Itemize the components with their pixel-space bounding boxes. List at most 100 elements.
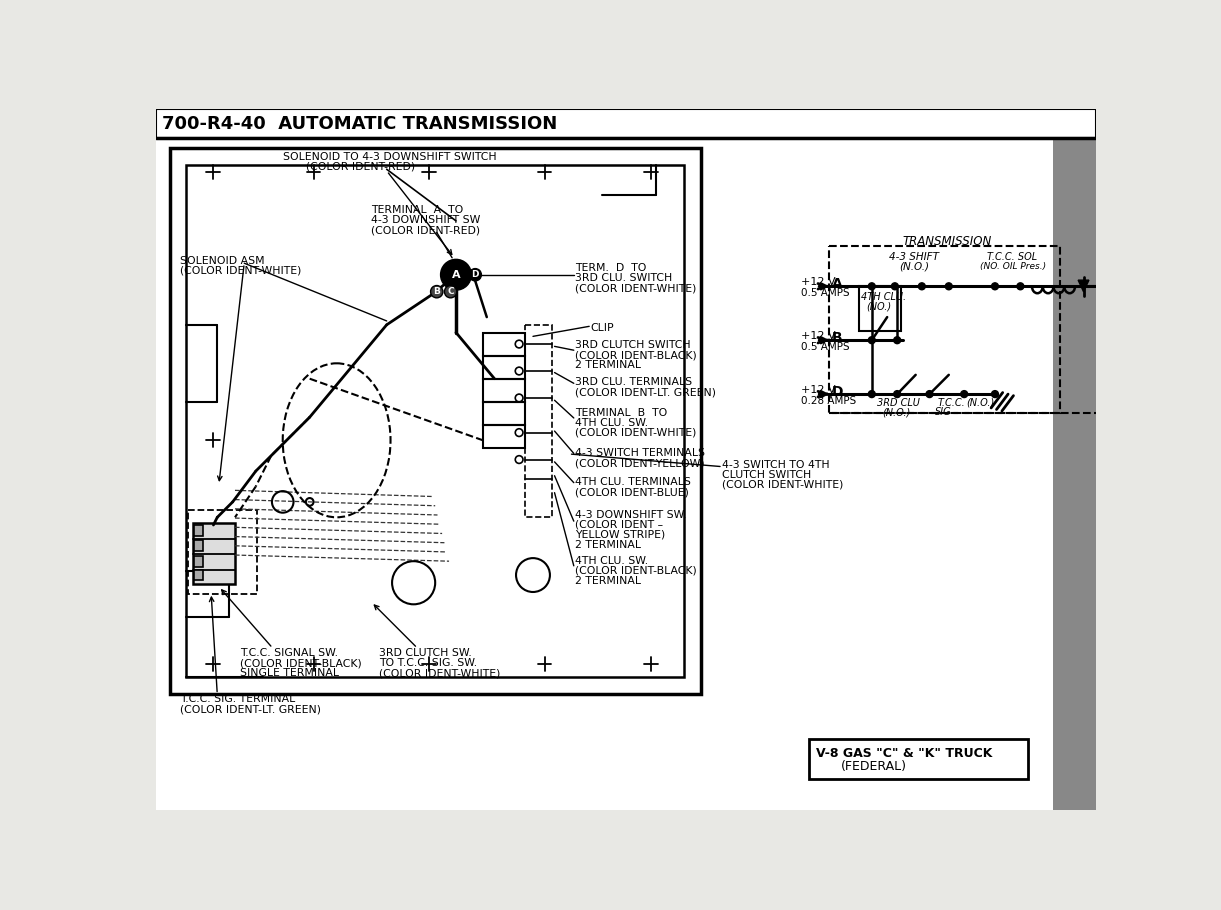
Circle shape xyxy=(868,390,875,398)
Text: 3RD CLU. TERMINALS: 3RD CLU. TERMINALS xyxy=(575,377,692,387)
Circle shape xyxy=(894,337,901,344)
Text: 3RD CLU: 3RD CLU xyxy=(877,398,921,408)
Text: 3RD CLU. SWITCH: 3RD CLU. SWITCH xyxy=(575,273,673,283)
Text: 700-R4-40  AUTOMATIC TRANSMISSION: 700-R4-40 AUTOMATIC TRANSMISSION xyxy=(162,115,557,133)
Text: 3RD CLUTCH SW.: 3RD CLUTCH SW. xyxy=(379,648,471,658)
Text: 4-3 SHIFT: 4-3 SHIFT xyxy=(889,252,939,262)
Circle shape xyxy=(894,390,901,398)
Text: TO T.C.C. SIG. SW.: TO T.C.C. SIG. SW. xyxy=(379,658,477,668)
Bar xyxy=(194,541,204,551)
Circle shape xyxy=(945,283,952,289)
Circle shape xyxy=(961,390,968,398)
Text: (N.O.): (N.O.) xyxy=(899,262,929,272)
Text: 4TH CLU.: 4TH CLU. xyxy=(861,292,906,302)
Text: (COLOR IDENT-WHITE): (COLOR IDENT-WHITE) xyxy=(722,480,842,490)
Text: B: B xyxy=(832,331,842,345)
Text: 2 TERMINAL: 2 TERMINAL xyxy=(575,360,641,370)
Text: T.C.C. SIG. TERMINAL: T.C.C. SIG. TERMINAL xyxy=(181,694,295,704)
Text: +12 V: +12 V xyxy=(801,385,835,395)
Circle shape xyxy=(469,268,481,281)
Text: 0.5 AMPS: 0.5 AMPS xyxy=(801,342,850,352)
Bar xyxy=(194,556,204,567)
Bar xyxy=(484,402,525,425)
Text: (COLOR IDENT-WHITE): (COLOR IDENT-WHITE) xyxy=(575,283,697,293)
Circle shape xyxy=(918,283,926,289)
Bar xyxy=(484,332,525,356)
Text: 4-3 DOWNSHIFT SW.: 4-3 DOWNSHIFT SW. xyxy=(575,510,687,520)
Text: (N.O.): (N.O.) xyxy=(967,398,995,408)
Circle shape xyxy=(868,337,875,344)
Text: SIG: SIG xyxy=(935,407,951,417)
Text: 4-3 DOWNSHIFT SW: 4-3 DOWNSHIFT SW xyxy=(371,216,481,226)
Text: (COLOR IDENT-WHITE): (COLOR IDENT-WHITE) xyxy=(181,266,302,276)
Text: (NO.): (NO.) xyxy=(867,302,891,312)
Text: 0.28 AMPS: 0.28 AMPS xyxy=(801,396,856,406)
Circle shape xyxy=(444,286,457,298)
Text: B: B xyxy=(433,288,440,296)
Text: 3RD CLUTCH SWITCH: 3RD CLUTCH SWITCH xyxy=(575,340,691,350)
Circle shape xyxy=(868,283,875,289)
Polygon shape xyxy=(1078,280,1089,292)
Text: D: D xyxy=(471,270,479,279)
Bar xyxy=(193,523,234,583)
Text: T.C.C. SOL: T.C.C. SOL xyxy=(988,252,1038,262)
Text: (COLOR IDENT-LT. GREEN): (COLOR IDENT-LT. GREEN) xyxy=(181,704,321,714)
Text: 2 TERMINAL: 2 TERMINAL xyxy=(575,540,641,550)
Circle shape xyxy=(431,286,443,298)
Bar xyxy=(858,287,901,331)
Text: 4TH CLU. TERMINALS: 4TH CLU. TERMINALS xyxy=(575,477,691,487)
Bar xyxy=(194,525,204,536)
Text: (COLOR IDENT-WHITE): (COLOR IDENT-WHITE) xyxy=(379,668,501,678)
Bar xyxy=(484,425,525,448)
Text: T.C.C. SIGNAL SW.: T.C.C. SIGNAL SW. xyxy=(241,648,338,658)
Text: (FEDERAL): (FEDERAL) xyxy=(841,760,907,773)
Circle shape xyxy=(926,390,933,398)
Bar xyxy=(829,247,1060,413)
Text: TERMINAL  B  TO: TERMINAL B TO xyxy=(575,408,668,418)
Text: (COLOR IDENT-RED): (COLOR IDENT-RED) xyxy=(305,162,415,172)
Text: (COLOR IDENT-BLACK): (COLOR IDENT-BLACK) xyxy=(575,350,697,360)
Text: +12 V: +12 V xyxy=(801,331,835,341)
Text: TRANSMISSION: TRANSMISSION xyxy=(902,235,991,248)
Text: 4TH CLU. SW.: 4TH CLU. SW. xyxy=(575,556,648,566)
Text: 4-3 SWITCH TERMINALS: 4-3 SWITCH TERMINALS xyxy=(575,448,706,458)
Text: SINGLE TERMINAL: SINGLE TERMINAL xyxy=(241,668,339,678)
Text: (NO. OIL Pres.): (NO. OIL Pres.) xyxy=(979,262,1045,270)
Text: CLUTCH SWITCH: CLUTCH SWITCH xyxy=(722,470,811,480)
Text: (COLOR IDENT –: (COLOR IDENT – xyxy=(575,520,663,530)
Bar xyxy=(484,379,525,402)
Text: (COLOR IDENT-BLACK): (COLOR IDENT-BLACK) xyxy=(575,566,697,576)
Text: T.C.C.: T.C.C. xyxy=(938,398,965,408)
Text: CLIP: CLIP xyxy=(591,323,614,333)
Text: (COLOR IDENT-WHITE): (COLOR IDENT-WHITE) xyxy=(575,428,697,438)
Text: SOLENOID TO 4-3 DOWNSHIFT SWITCH: SOLENOID TO 4-3 DOWNSHIFT SWITCH xyxy=(283,152,497,162)
Bar xyxy=(525,325,552,517)
Text: (N.O.): (N.O.) xyxy=(882,407,910,417)
Text: +12 V: +12 V xyxy=(801,277,835,287)
Text: 0.5 AMPS: 0.5 AMPS xyxy=(801,288,850,298)
Circle shape xyxy=(441,259,471,290)
Bar xyxy=(188,510,258,594)
Text: (COLOR IDENT-LT. GREEN): (COLOR IDENT-LT. GREEN) xyxy=(575,387,717,397)
Circle shape xyxy=(891,283,899,289)
Text: D: D xyxy=(832,385,844,399)
Text: 4TH CLU. SW.: 4TH CLU. SW. xyxy=(575,418,648,428)
Bar xyxy=(194,570,204,581)
Circle shape xyxy=(991,283,999,289)
Text: (COLOR IDENT-YELLOW): (COLOR IDENT-YELLOW) xyxy=(575,458,705,468)
Text: V-8 GAS "C" & "K" TRUCK: V-8 GAS "C" & "K" TRUCK xyxy=(817,747,993,760)
Text: YELLOW STRIPE): YELLOW STRIPE) xyxy=(575,530,665,540)
Text: C: C xyxy=(447,288,454,296)
Bar xyxy=(170,147,701,694)
Text: (COLOR IDENT-BLUE): (COLOR IDENT-BLUE) xyxy=(575,487,689,497)
Circle shape xyxy=(991,390,999,398)
Text: 4-3 SWITCH TO 4TH: 4-3 SWITCH TO 4TH xyxy=(722,460,829,470)
Bar xyxy=(808,739,1028,779)
Bar xyxy=(155,109,1096,138)
Bar xyxy=(1053,138,1096,810)
Text: TERM.  D  TO: TERM. D TO xyxy=(575,263,647,273)
Text: (COLOR IDENT-BLACK): (COLOR IDENT-BLACK) xyxy=(241,658,363,668)
Text: (COLOR IDENT-RED): (COLOR IDENT-RED) xyxy=(371,226,480,236)
Text: A: A xyxy=(452,269,460,279)
Bar xyxy=(484,356,525,379)
